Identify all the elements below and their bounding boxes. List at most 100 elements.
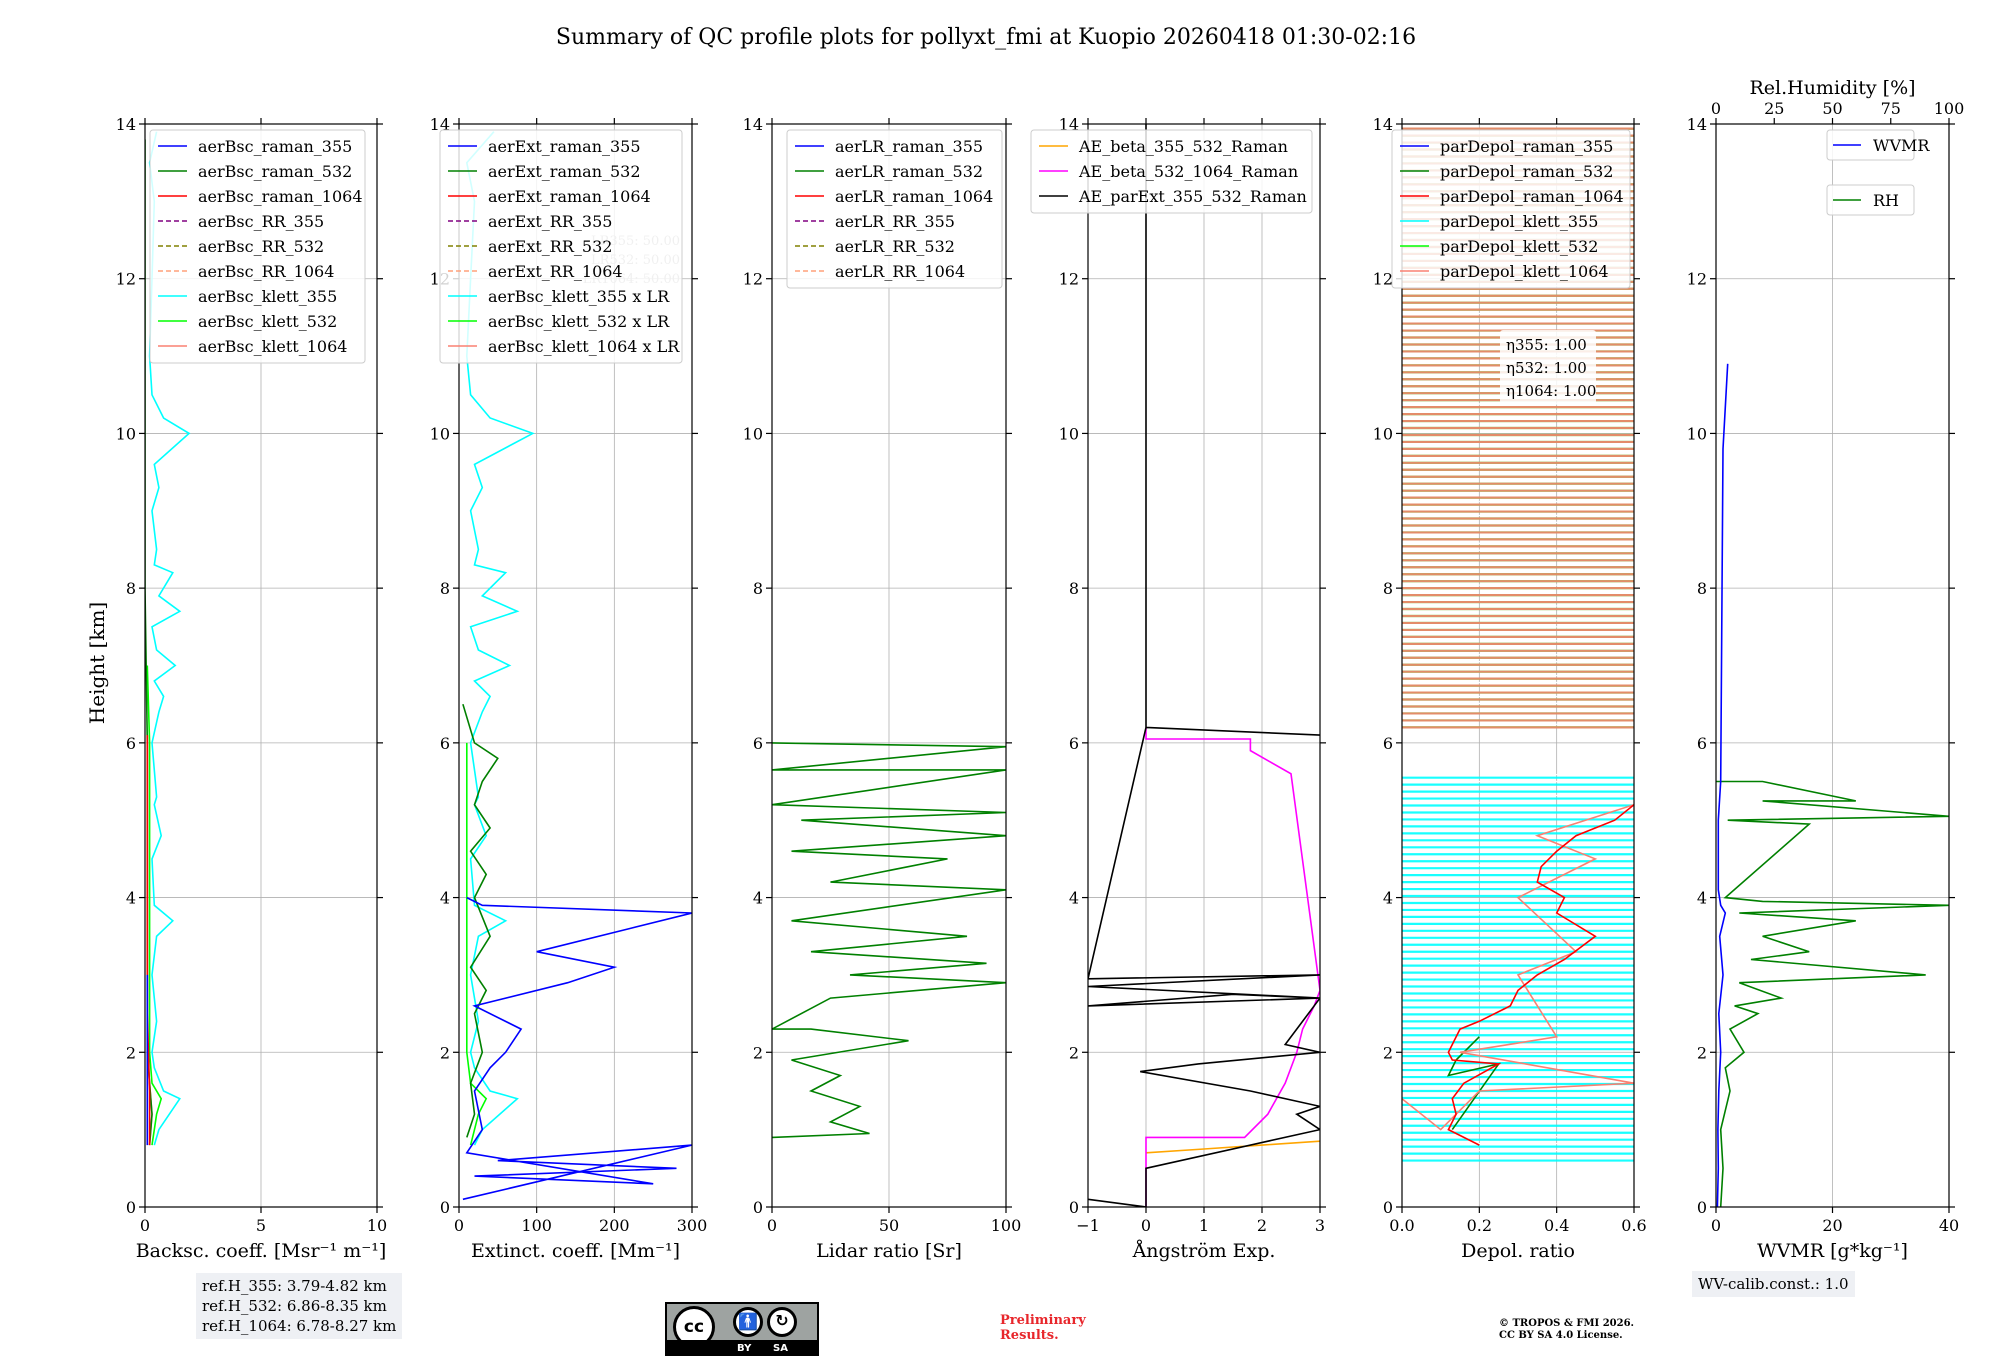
legend-label: aerExt_raman_532 xyxy=(488,162,641,181)
data-layer-ae xyxy=(1088,124,1320,1207)
y-tick-label: 12 xyxy=(1059,270,1079,289)
y-axis-label: Height [km] xyxy=(85,602,109,724)
legend-label: aerBsc_raman_532 xyxy=(198,162,352,181)
copyright-line-1: © TROPOS & FMI 2026. xyxy=(1499,1318,1635,1329)
legend-box xyxy=(439,129,683,364)
legend-label: aerBsc_klett_1064 xyxy=(198,337,347,356)
legend-label: parDepol_raman_1064 xyxy=(1440,187,1624,206)
y-tick-label: 14 xyxy=(1059,115,1079,134)
y-tick-label: 4 xyxy=(126,889,136,908)
y-tick-label: 6 xyxy=(126,734,136,753)
y-tick-label: 2 xyxy=(1069,1043,1079,1062)
preliminary-line-2: Results. xyxy=(1000,1328,1059,1343)
by-person-icon: 🚹 xyxy=(733,1307,763,1337)
x-tick-label: 5 xyxy=(256,1216,266,1235)
top-tick-label: 100 xyxy=(1934,99,1965,118)
series-aerLR_raman_532 xyxy=(772,742,1006,1139)
y-tick-label: 10 xyxy=(1059,424,1079,443)
y-tick-label: 12 xyxy=(1373,270,1393,289)
legend-label: aerExt_RR_1064 xyxy=(488,262,623,281)
legend-label: AE_parExt_355_532_Raman xyxy=(1078,187,1307,206)
data-layer-wv xyxy=(1716,363,1949,1207)
panel-bsc: 0 5 10 0 2 4 6 8 10 12 14 Backsc. coeff. [Msr⁻¹ m⁻¹… xyxy=(116,115,388,1262)
cc-band: BY SA xyxy=(667,1340,817,1354)
share-alike-icon: ↻ xyxy=(767,1307,797,1337)
y-tick-label: 4 xyxy=(1069,889,1079,908)
y-tick-label: 0 xyxy=(126,1198,136,1217)
x-tick-label: 0.0 xyxy=(1389,1216,1414,1235)
legend-label: parDepol_raman_355 xyxy=(1440,137,1613,156)
series-aerBsc_klett_355 xyxy=(148,131,191,1146)
series-aerExt_raman_532 xyxy=(462,703,499,1138)
series-RH xyxy=(1716,780,1949,1207)
legend-ae: AE_beta_355_532_Raman AE_beta_532_1064_Ra… xyxy=(1030,129,1313,214)
eta-box xyxy=(1500,330,1596,404)
y-tick-label: 4 xyxy=(1697,889,1707,908)
eta-line: η1064: 1.00 xyxy=(1506,382,1596,400)
copyright-line-2: CC BY SA 4.0 License. xyxy=(1499,1330,1623,1341)
legend-box xyxy=(149,129,366,364)
series-aerBsc_klett_355 x LR xyxy=(465,131,535,1146)
legend-label: aerExt_RR_355 xyxy=(488,212,612,231)
x-tick-label: 200 xyxy=(599,1216,630,1235)
legend-label: aerExt_raman_355 xyxy=(488,137,641,156)
legend-label: aerLR_raman_355 xyxy=(835,137,983,156)
legend-label: aerLR_RR_355 xyxy=(835,212,955,231)
legend-label: aerBsc_raman_1064 xyxy=(198,187,363,206)
legend-bsc: aerBsc_raman_355 aerBsc_raman_532 aerBsc_r… xyxy=(149,129,366,364)
y-tick-label: 6 xyxy=(1069,734,1079,753)
legend-label: aerLR_RR_1064 xyxy=(835,262,965,281)
y-tick-label: 8 xyxy=(1697,579,1707,598)
x-tick-label: 0.6 xyxy=(1621,1216,1646,1235)
x-tick-label: 10 xyxy=(367,1216,387,1235)
y-tick-label: 14 xyxy=(743,115,763,134)
x-tick-label: 0.4 xyxy=(1544,1216,1569,1235)
y-tick-label: 0 xyxy=(1383,1198,1393,1217)
legend-label: aerBsc_klett_1064 x LR xyxy=(488,337,680,356)
panel-lr: 0 50 100 0 2 4 6 8 10 12 14 Lidar ratio [Sr] aerLR_r… xyxy=(743,115,1022,1262)
preliminary-line-1: Preliminary xyxy=(1000,1313,1086,1328)
y-tick-label: 10 xyxy=(743,424,763,443)
legend-ext: aerExt_raman_355 aerExt_raman_532 aerExt_r… xyxy=(439,129,683,364)
eta-line: η355: 1.00 xyxy=(1506,336,1587,354)
legend-box xyxy=(1030,129,1313,214)
data-layer-bsc xyxy=(145,131,191,1146)
series-AE_parExt_355_532_Raman xyxy=(1088,124,1320,1207)
y-tick-label: 0 xyxy=(753,1198,763,1217)
x-tick-label: −1 xyxy=(1076,1216,1100,1235)
y-tick-label: 6 xyxy=(440,734,450,753)
y-tick-label: 12 xyxy=(743,270,763,289)
legend-label: aerBsc_klett_355 x LR xyxy=(488,287,670,306)
y-tick-label: 14 xyxy=(430,115,450,134)
cc-license-badge: cc 🚹 ↻ BY SA xyxy=(665,1302,819,1356)
y-tick-label: 2 xyxy=(126,1043,136,1062)
panel-ext: 010020030002468101214Extinct. coeff. [Mm… xyxy=(430,115,708,1262)
y-tick-label: 0 xyxy=(1697,1198,1707,1217)
cc-by-label: BY xyxy=(737,1343,752,1354)
y-tick-label: 8 xyxy=(440,579,450,598)
x-tick-label: 0 xyxy=(767,1216,777,1235)
y-tick-label: 14 xyxy=(116,115,136,134)
legend-label: WVMR xyxy=(1873,136,1930,155)
legend-box xyxy=(1826,184,1915,216)
y-tick-label: 4 xyxy=(753,889,763,908)
top-tick-label: 75 xyxy=(1881,99,1901,118)
x-axis-label: Backsc. coeff. [Msr⁻¹ m⁻¹] xyxy=(136,1240,387,1262)
y-tick-label: 0 xyxy=(440,1198,450,1217)
top-tick-label: 50 xyxy=(1822,99,1842,118)
y-tick-label: 8 xyxy=(126,579,136,598)
legend-label: aerBsc_klett_532 xyxy=(198,312,337,331)
figure-title: Summary of QC profile plots for pollyxt_… xyxy=(556,25,1416,50)
legend-box xyxy=(786,129,1003,289)
legend-label: aerBsc_RR_532 xyxy=(198,237,324,256)
legend-label: parDepol_klett_355 xyxy=(1440,212,1598,231)
legend-label: AE_beta_532_1064_Raman xyxy=(1078,162,1298,181)
y-tick-label: 14 xyxy=(1373,115,1393,134)
series-aerBsc_raman_1064 xyxy=(146,735,151,1146)
y-tick-label: 8 xyxy=(1069,579,1079,598)
x-tick-label: 300 xyxy=(677,1216,708,1235)
legend-label: aerBsc_RR_1064 xyxy=(198,262,334,281)
y-tick-label: 6 xyxy=(1697,734,1707,753)
